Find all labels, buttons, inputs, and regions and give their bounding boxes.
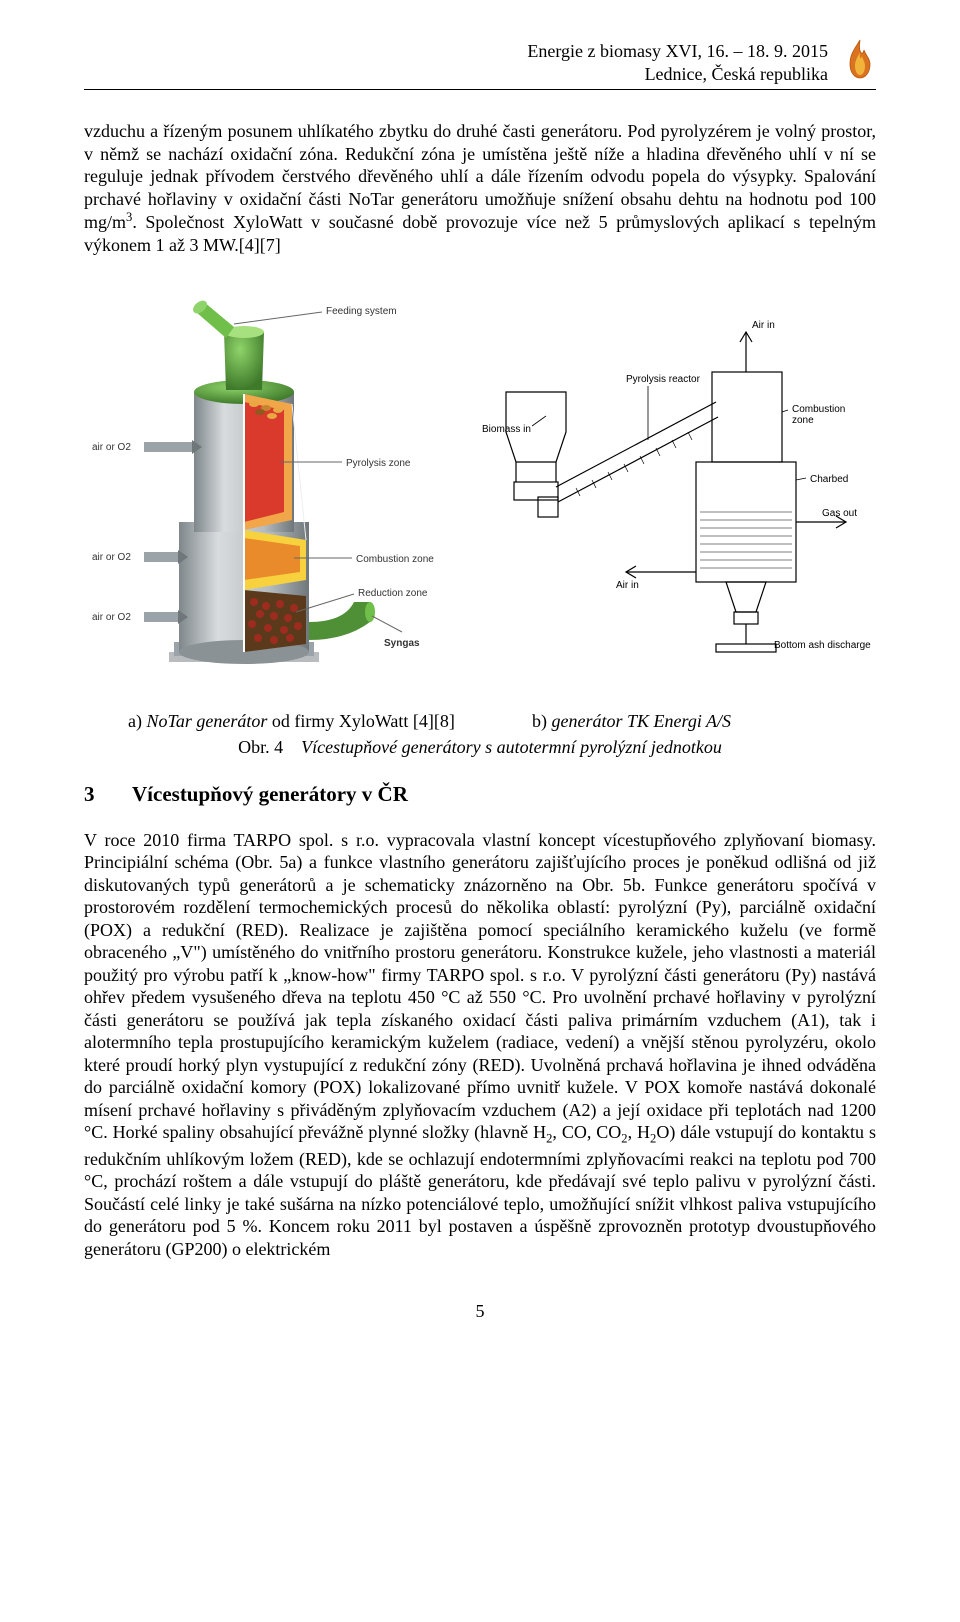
label-syngas: Syngas <box>384 638 420 649</box>
section-3-num: 3 <box>84 781 132 807</box>
label-pyrolysis: Pyrolysis zone <box>346 458 411 469</box>
label-ash: Bottom ash discharge <box>774 640 871 651</box>
fig4-caption-text: Vícestupňové generátory s autotermní pyr… <box>301 737 722 757</box>
label-biomass-in: Biomass in <box>482 424 531 435</box>
label-charbed: Charbed <box>810 474 848 485</box>
header-line-2: Lednice, Česká republika <box>84 63 828 86</box>
label-reduction: Reduction zone <box>358 588 428 599</box>
page-header: Energie z biomasy XVI, 16. – 18. 9. 2015… <box>84 40 876 90</box>
label-air2: air or O2 <box>92 552 131 563</box>
page-number: 5 <box>84 1300 876 1323</box>
caption-4a: a) NoTar generátor od firmy XyloWatt [4]… <box>84 710 472 733</box>
section-3-title: Vícestupňový generátory v ČR <box>132 782 408 806</box>
cap-a-rest: od firmy XyloWatt [4][8] <box>267 711 455 731</box>
label-pyro-reactor: Pyrolysis reactor <box>626 374 701 385</box>
para2-d: O) dále vstupují do kontaktu s redukčním… <box>84 1122 876 1258</box>
paragraph-1: vzduchu a řízeným posunem uhlíkatého zby… <box>84 120 876 256</box>
label-gas-out: Gas out <box>822 508 857 519</box>
cap-a-prefix: a) <box>128 711 146 731</box>
label-air-in-top: Air in <box>752 320 775 331</box>
section-3-heading: 3Vícestupňový generátory v ČR <box>84 781 876 807</box>
para2-a: V roce 2010 firma TARPO spol. s r.o. vyp… <box>84 830 876 1143</box>
fig4-label: Obr. 4 <box>238 736 283 759</box>
label-air-in-bottom: Air in <box>616 580 639 591</box>
label-air3: air or O2 <box>92 612 131 623</box>
label-combustion: Combustion zone <box>356 554 434 565</box>
label-air1: air or O2 <box>92 442 131 453</box>
flame-icon <box>844 38 876 80</box>
cap-b-italic: generátor TK Energi A/S <box>552 711 732 731</box>
para2-b: , CO, CO <box>552 1122 621 1142</box>
header-line-1: Energie z biomasy XVI, 16. – 18. 9. 2015 <box>84 40 828 63</box>
tk-energi-schematic-svg: Air in Pyrolysis reactor Biomass in Comb… <box>476 272 876 672</box>
para1-tail: . Společnost XyloWatt v současné době pr… <box>84 212 876 255</box>
label-combustion-zone: Combustionzone <box>792 404 845 426</box>
notar-cutaway-svg: Feeding system Pyrolysis zone Combustion… <box>84 272 444 692</box>
label-feeding: Feeding system <box>326 306 397 317</box>
caption-4b: b) generátor TK Energi A/S <box>472 710 876 733</box>
paragraph-2: V roce 2010 firma TARPO spol. s r.o. vyp… <box>84 829 876 1260</box>
cap-a-italic: NoTar generátor <box>146 711 267 731</box>
figure-4-caption: Obr. 4 Vícestupňové generátory s autoterm… <box>84 736 876 759</box>
figure-4a: Feeding system Pyrolysis zone Combustion… <box>84 272 444 698</box>
cap-b-prefix: b) <box>532 711 552 731</box>
para2-c: , H <box>628 1122 650 1142</box>
figure-4b: Air in Pyrolysis reactor Biomass in Comb… <box>476 272 876 678</box>
figure-4-subcaptions: a) NoTar generátor od firmy XyloWatt [4]… <box>84 710 876 733</box>
figure-4-row: Feeding system Pyrolysis zone Combustion… <box>84 272 876 698</box>
